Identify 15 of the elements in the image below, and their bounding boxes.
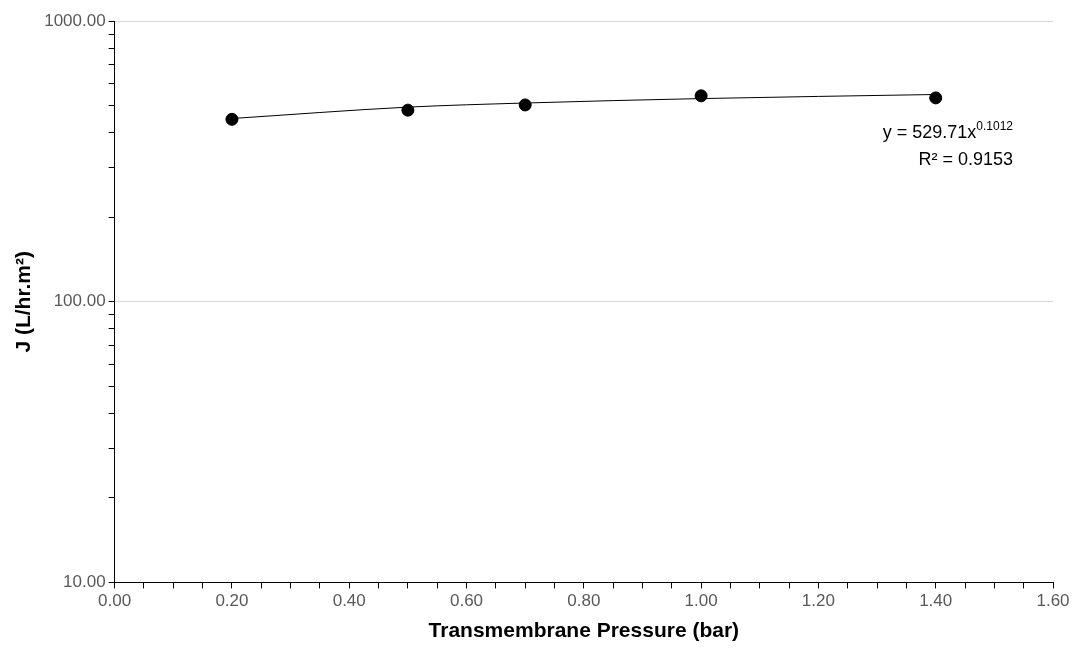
y-tick-label: 10.00 <box>63 572 106 592</box>
x-tick-label: 1.40 <box>919 591 953 611</box>
y-tick-label: 100.00 <box>53 291 106 311</box>
x-tick-label: 0.40 <box>332 591 366 611</box>
x-tick-label: 1.20 <box>801 591 835 611</box>
x-tick-label: 0.60 <box>449 591 484 611</box>
x-axis-title: Transmembrane Pressure (bar) <box>428 618 740 642</box>
y-axis-title: J (L/hr.m²) <box>11 251 35 353</box>
x-tick-label: 1.60 <box>1036 591 1070 611</box>
x-tick-label: 1.00 <box>684 591 718 611</box>
annotation: R² = 0.9153 <box>918 149 1013 170</box>
x-tick-label: 0.80 <box>567 591 601 611</box>
y-tick-label: 1000.00 <box>44 10 106 30</box>
x-tick-label: 0.20 <box>215 591 249 611</box>
x-tick-label: 0.00 <box>98 591 132 611</box>
